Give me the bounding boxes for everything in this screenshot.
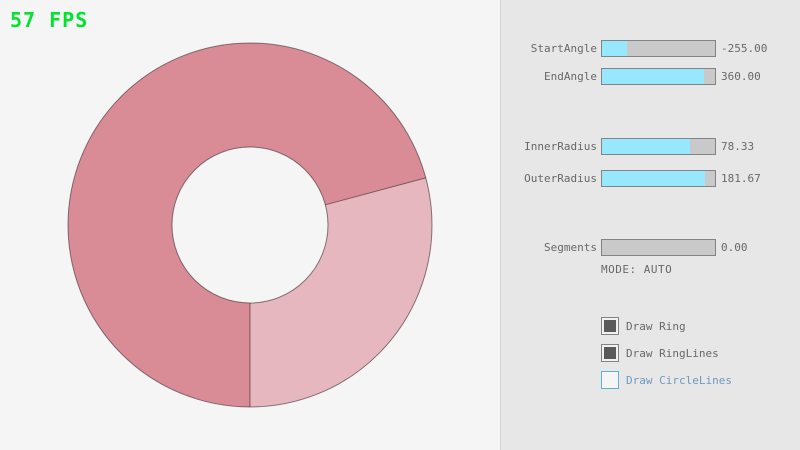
- fps-counter: 57 FPS: [10, 8, 89, 32]
- checkbox-row-draw-ring: Draw Ring: [601, 317, 686, 335]
- slider-row-innerradius: InnerRadius 78.33: [501, 138, 754, 155]
- outerradius-slider-fill: [602, 171, 705, 186]
- slider-row-segments: Segments 0.00: [501, 239, 748, 256]
- ring-inner-line: [171, 146, 329, 304]
- endangle-slider-fill: [602, 69, 704, 84]
- draw-circlelines-checkbox[interactable]: [601, 371, 619, 389]
- segments-label: Segments: [544, 241, 597, 254]
- outerradius-label: OuterRadius: [524, 172, 597, 185]
- outerradius-value: 181.67: [721, 172, 761, 185]
- segments-slider[interactable]: [601, 239, 716, 256]
- ring-canvas: [67, 42, 433, 408]
- startangle-slider-fill: [602, 41, 627, 56]
- slider-row-endangle: EndAngle 360.00: [501, 68, 761, 85]
- mode-indicator: MODE: AUTO: [601, 263, 673, 276]
- ring-radial-line-right: [325, 177, 426, 206]
- draw-ring-checkbox[interactable]: [601, 317, 619, 335]
- draw-ring-label: Draw Ring: [626, 319, 686, 333]
- endangle-value: 360.00: [721, 70, 761, 83]
- innerradius-slider-fill: [602, 139, 691, 154]
- draw-ringlines-checkbox[interactable]: [601, 344, 619, 362]
- ring-outer-line: [67, 42, 433, 408]
- endangle-label: EndAngle: [544, 70, 597, 83]
- startangle-label: StartAngle: [530, 42, 597, 55]
- startangle-slider[interactable]: [601, 40, 716, 57]
- innerradius-slider[interactable]: [601, 138, 716, 155]
- ring-light-sector: [250, 177, 433, 407]
- innerradius-value: 78.33: [721, 140, 755, 153]
- segments-value: 0.00: [721, 241, 748, 254]
- slider-row-startangle: StartAngle -255.00: [501, 40, 767, 57]
- outerradius-slider[interactable]: [601, 170, 716, 187]
- draw-circlelines-label: Draw CircleLines: [626, 373, 732, 387]
- slider-row-outerradius: OuterRadius 181.67: [501, 170, 761, 187]
- innerradius-label: InnerRadius: [524, 140, 597, 153]
- draw-ringlines-label: Draw RingLines: [626, 346, 719, 360]
- checkbox-row-draw-circlelines: Draw CircleLines: [601, 371, 732, 389]
- startangle-value: -255.00: [721, 42, 768, 55]
- control-panel: StartAngle -255.00 EndAngle 360.00 Inner…: [500, 0, 800, 450]
- endangle-slider[interactable]: [601, 68, 716, 85]
- checkbox-row-draw-ringlines: Draw RingLines: [601, 344, 719, 362]
